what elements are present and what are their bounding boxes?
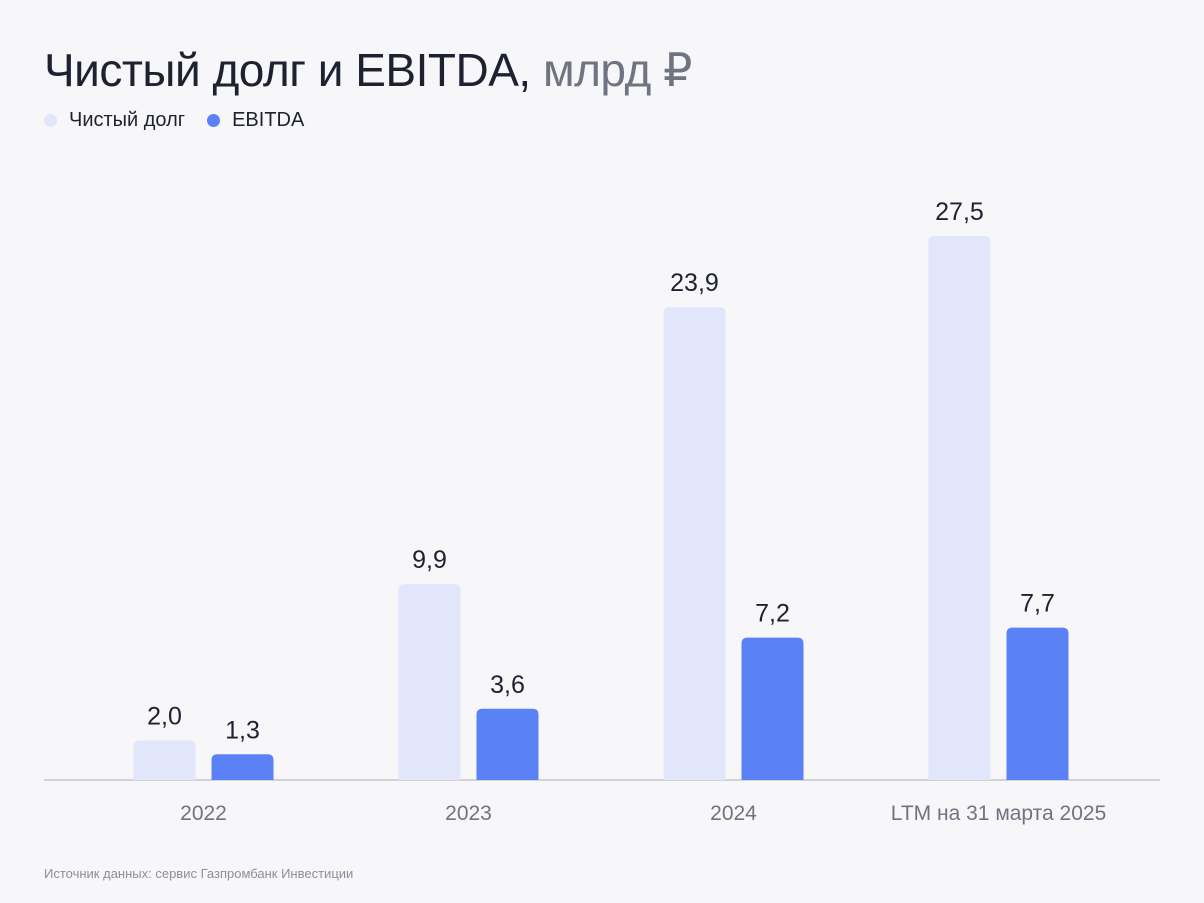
chart-title-unit: млрд ₽ bbox=[542, 44, 692, 96]
data-label-ebitda-2: 7,2 bbox=[755, 600, 790, 628]
legend-item-net-debt: Чистый долг bbox=[44, 109, 185, 132]
data-label-net-debt-2: 23,9 bbox=[670, 269, 719, 297]
x-tick-label-2: 2024 bbox=[710, 802, 757, 825]
data-label-net-debt-1: 9,9 bbox=[412, 546, 447, 574]
chart-legend: Чистый долг EBITDA bbox=[44, 108, 326, 132]
data-label-net-debt-0: 2,0 bbox=[147, 702, 182, 730]
data-source-note: Источник данных: сервис Газпромбанк Инве… bbox=[44, 866, 354, 881]
data-label-ebitda-0: 1,3 bbox=[225, 716, 260, 744]
bar-net-debt-2 bbox=[663, 307, 726, 780]
legend-swatch-net-debt bbox=[44, 113, 57, 127]
legend-label-ebitda: EBITDA bbox=[232, 108, 305, 131]
bar-net-debt-3 bbox=[928, 236, 991, 780]
bar-net-debt-1 bbox=[398, 584, 461, 780]
bar-net-debt-0 bbox=[133, 740, 196, 780]
bar-ebitda-3 bbox=[1006, 627, 1069, 780]
data-label-ebitda-3: 7,7 bbox=[1020, 590, 1055, 618]
bar-ebitda-0 bbox=[211, 754, 274, 780]
chart-title-main: Чистый долг и EBITDA, bbox=[44, 44, 531, 96]
legend-swatch-ebitda bbox=[207, 113, 221, 127]
legend-item-ebitda: EBITDA bbox=[207, 109, 304, 132]
bars-group: 2,0 1,3 2022 9,9 3,6 2023 23,9 7,2 2024 27,5 7,7 LT… bbox=[133, 198, 1107, 825]
bar-ebitda-1 bbox=[476, 708, 539, 780]
data-label-net-debt-3: 27,5 bbox=[935, 198, 984, 226]
chart-title: Чистый долг и EBITDA, млрд ₽ bbox=[44, 40, 692, 100]
bar-ebitda-2 bbox=[741, 637, 804, 780]
data-label-ebitda-1: 3,6 bbox=[490, 671, 525, 699]
x-tick-label-3: LTM на 31 марта 2025 bbox=[891, 802, 1107, 825]
x-tick-label-0: 2022 bbox=[180, 802, 227, 825]
legend-label-net-debt: Чистый долг bbox=[69, 108, 186, 131]
x-tick-label-1: 2023 bbox=[445, 802, 492, 825]
